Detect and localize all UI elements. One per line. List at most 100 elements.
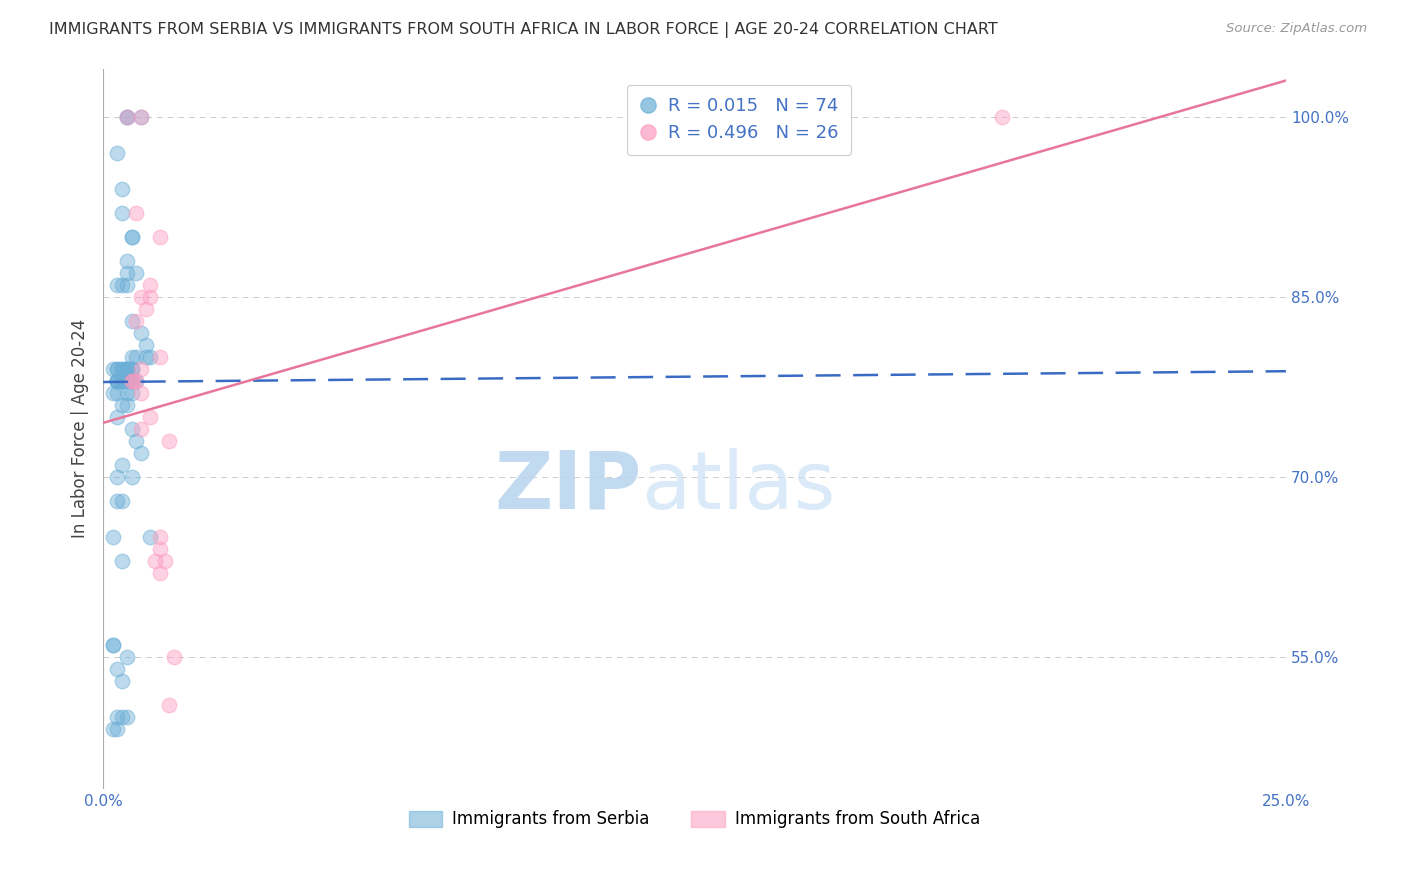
Point — [125, 434, 148, 448]
Point — [129, 110, 152, 124]
Point — [115, 361, 138, 376]
Point — [105, 494, 128, 508]
Point — [139, 277, 162, 292]
Point — [105, 374, 128, 388]
Point — [111, 374, 134, 388]
Point — [149, 530, 172, 544]
Text: ZIP: ZIP — [494, 448, 641, 525]
Point — [121, 350, 143, 364]
Point — [111, 374, 134, 388]
Point — [121, 229, 143, 244]
Point — [111, 361, 134, 376]
Point — [153, 554, 176, 568]
Point — [115, 374, 138, 388]
Point — [115, 361, 138, 376]
Point — [115, 650, 138, 665]
Point — [129, 422, 152, 436]
Point — [121, 229, 143, 244]
Point — [121, 422, 143, 436]
Point — [135, 338, 157, 352]
Legend: Immigrants from Serbia, Immigrants from South Africa: Immigrants from Serbia, Immigrants from … — [402, 804, 987, 835]
Point — [101, 638, 124, 652]
Point — [105, 145, 128, 160]
Point — [105, 361, 128, 376]
Point — [115, 266, 138, 280]
Point — [105, 374, 128, 388]
Point — [105, 374, 128, 388]
Point — [111, 205, 134, 219]
Point — [129, 326, 152, 340]
Point — [105, 277, 128, 292]
Point — [125, 266, 148, 280]
Point — [121, 374, 143, 388]
Point — [111, 458, 134, 472]
Point — [111, 277, 134, 292]
Point — [121, 470, 143, 484]
Point — [115, 385, 138, 400]
Point — [129, 110, 152, 124]
Point — [139, 290, 162, 304]
Point — [121, 374, 143, 388]
Point — [121, 385, 143, 400]
Point — [125, 205, 148, 219]
Point — [121, 374, 143, 388]
Point — [111, 374, 134, 388]
Point — [157, 434, 180, 448]
Point — [125, 374, 148, 388]
Point — [149, 541, 172, 556]
Point — [163, 650, 186, 665]
Point — [143, 554, 166, 568]
Text: Source: ZipAtlas.com: Source: ZipAtlas.com — [1226, 22, 1367, 36]
Point — [121, 374, 143, 388]
Point — [149, 350, 172, 364]
Point — [105, 470, 128, 484]
Point — [105, 710, 128, 724]
Point — [121, 361, 143, 376]
Point — [101, 361, 124, 376]
Point — [111, 710, 134, 724]
Point — [121, 374, 143, 388]
Point — [111, 494, 134, 508]
Point — [111, 674, 134, 689]
Point — [139, 530, 162, 544]
Point — [121, 361, 143, 376]
Point — [101, 385, 124, 400]
Point — [115, 361, 138, 376]
Point — [115, 110, 138, 124]
Point — [115, 277, 138, 292]
Point — [139, 409, 162, 424]
Point — [139, 350, 162, 364]
Point — [101, 530, 124, 544]
Point — [105, 374, 128, 388]
Point — [125, 374, 148, 388]
Point — [111, 361, 134, 376]
Point — [115, 361, 138, 376]
Point — [129, 290, 152, 304]
Point — [111, 181, 134, 195]
Y-axis label: In Labor Force | Age 20-24: In Labor Force | Age 20-24 — [72, 319, 89, 539]
Point — [115, 253, 138, 268]
Point — [129, 361, 152, 376]
Point — [111, 554, 134, 568]
Point — [121, 314, 143, 328]
Point — [129, 446, 152, 460]
Point — [105, 409, 128, 424]
Point — [101, 722, 124, 736]
Point — [105, 361, 128, 376]
Point — [115, 398, 138, 412]
Point — [105, 385, 128, 400]
Point — [125, 350, 148, 364]
Text: IMMIGRANTS FROM SERBIA VS IMMIGRANTS FROM SOUTH AFRICA IN LABOR FORCE | AGE 20-2: IMMIGRANTS FROM SERBIA VS IMMIGRANTS FRO… — [49, 22, 998, 38]
Point — [125, 314, 148, 328]
Point — [135, 301, 157, 316]
Point — [121, 374, 143, 388]
Point — [157, 698, 180, 713]
Text: atlas: atlas — [641, 448, 835, 525]
Point — [129, 385, 152, 400]
Point — [105, 662, 128, 676]
Point — [149, 566, 172, 580]
Point — [115, 110, 138, 124]
Point — [991, 110, 1014, 124]
Point — [115, 374, 138, 388]
Point — [115, 710, 138, 724]
